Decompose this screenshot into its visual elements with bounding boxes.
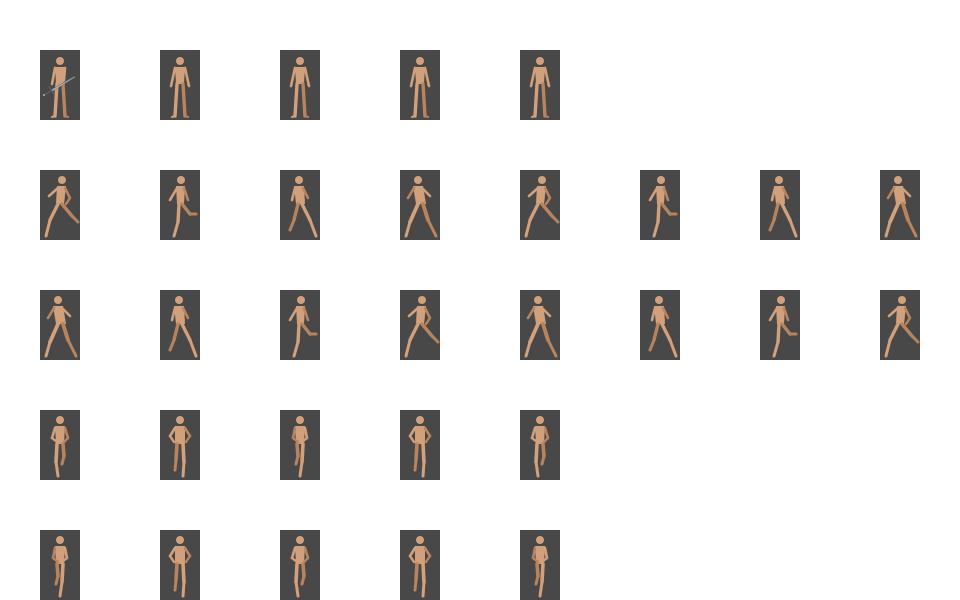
- character-figure: [44, 176, 80, 238]
- sprite-frame-run-front-b-3: [280, 530, 320, 600]
- sprite-frame-idle-2: [160, 50, 200, 120]
- sprite-frame-run-side-a-6: [640, 170, 680, 240]
- character-figure: [288, 296, 318, 358]
- character-figure: [169, 57, 191, 118]
- sprite-frame-idle-5: [520, 50, 560, 120]
- character-figure: [524, 176, 560, 238]
- sprite-frame-run-front-b-1: [40, 530, 80, 600]
- character-figure: [50, 416, 70, 478]
- sprite-frame-run-side-a-7: [760, 170, 800, 240]
- sprite-frame-idle-4: [400, 50, 440, 120]
- sprite-frame-run-side-b-6: [640, 290, 680, 360]
- character-figure: [768, 296, 798, 358]
- character-figure: [408, 416, 432, 478]
- character-figure: [408, 536, 432, 598]
- sprite-frame-idle-3: [280, 50, 320, 120]
- character-figure: [44, 296, 78, 358]
- character-figure: [884, 296, 920, 358]
- sprite-frame-run-front-a-1: [40, 410, 80, 480]
- character-figure: [530, 416, 550, 478]
- character-figure: [524, 296, 558, 358]
- sprite-frame-run-side-b-4: [400, 290, 440, 360]
- character-figure: [290, 536, 310, 598]
- character-figure: [291, 416, 309, 478]
- character-figure: [404, 296, 440, 358]
- sprite-frame-idle-1: [40, 50, 80, 120]
- sprite-frame-run-front-b-2: [160, 530, 200, 600]
- character-figure: [529, 57, 551, 118]
- character-figure: [288, 176, 318, 238]
- character-figure: [51, 536, 69, 598]
- character-figure: [50, 57, 69, 118]
- sprite-frame-run-front-b-5: [520, 530, 560, 600]
- sprite-frame-run-side-b-1: [40, 290, 80, 360]
- character-figure: [168, 416, 192, 478]
- character-figure: [168, 176, 198, 238]
- sprite-frame-run-side-a-2: [160, 170, 200, 240]
- character-figure: [648, 176, 678, 238]
- sprite-frame-run-side-a-4: [400, 170, 440, 240]
- character-figure: [168, 536, 192, 598]
- sprite-frame-run-side-b-8: [880, 290, 920, 360]
- sprite-frame-run-side-a-8: [880, 170, 920, 240]
- sword-icon: [42, 76, 76, 97]
- sprite-frame-run-side-a-5: [520, 170, 560, 240]
- sprite-frame-run-front-a-3: [280, 410, 320, 480]
- sprite-frame-run-side-a-1: [40, 170, 80, 240]
- character-figure: [768, 176, 798, 238]
- sprite-frame-run-front-b-4: [400, 530, 440, 600]
- sprite-frame-run-side-b-2: [160, 290, 200, 360]
- sprite-frame-run-side-b-3: [280, 290, 320, 360]
- character-figure: [884, 176, 918, 238]
- character-figure: [531, 536, 549, 598]
- sprite-frame-run-side-a-3: [280, 170, 320, 240]
- sprite-frame-run-front-a-5: [520, 410, 560, 480]
- character-figure: [648, 296, 678, 358]
- character-figure: [409, 57, 431, 118]
- character-figure: [404, 176, 438, 238]
- sprite-frame-run-front-a-2: [160, 410, 200, 480]
- character-figure: [168, 296, 198, 358]
- sprite-frame-run-side-b-5: [520, 290, 560, 360]
- character-figure: [289, 57, 311, 118]
- sprite-frame-run-side-b-7: [760, 290, 800, 360]
- sprite-frame-run-front-a-4: [400, 410, 440, 480]
